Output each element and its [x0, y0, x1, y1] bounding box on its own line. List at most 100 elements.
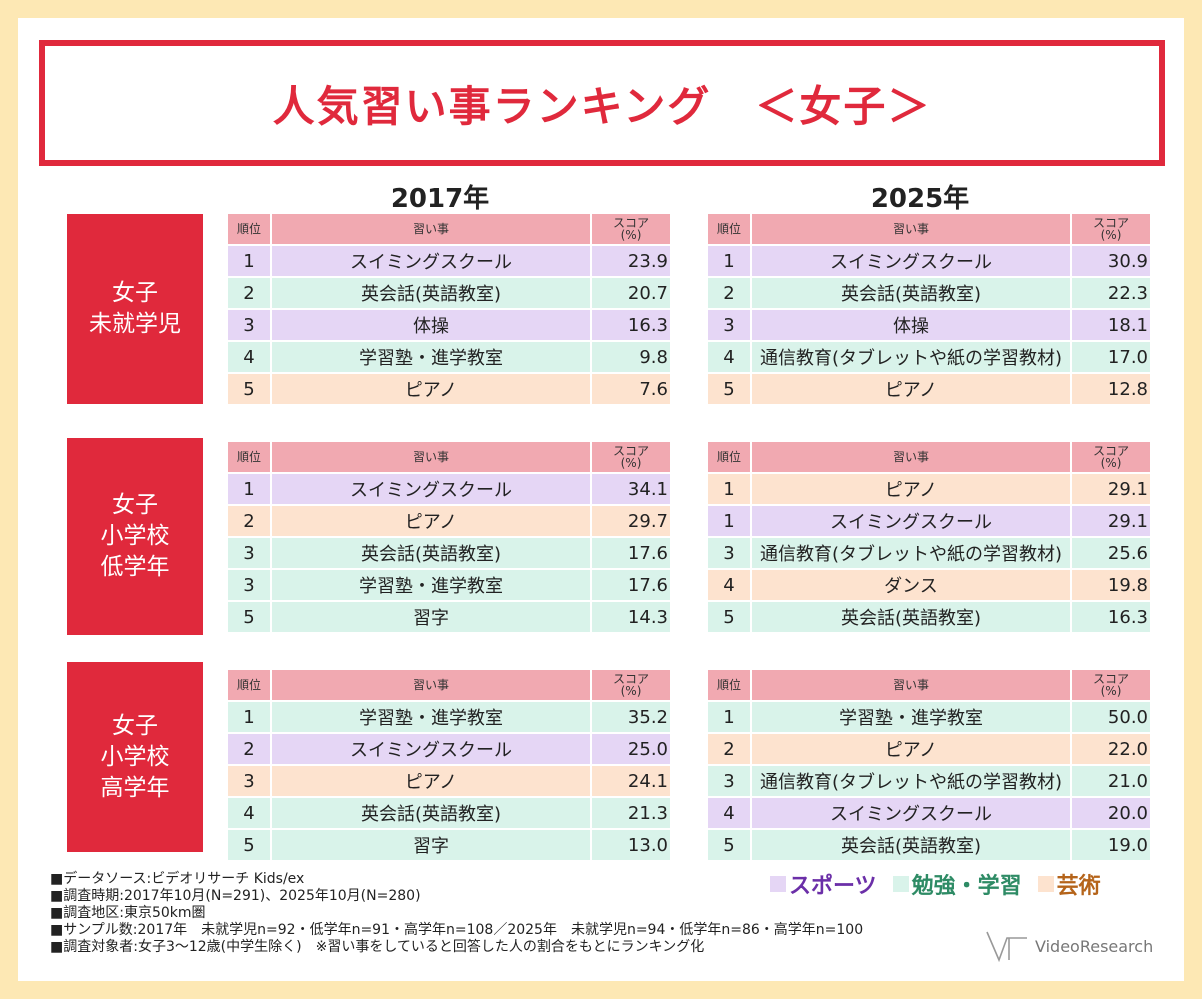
header-name: 習い事 [272, 214, 592, 246]
score-cell: 18.1 [1072, 310, 1152, 342]
score-cell: 21.0 [1072, 766, 1152, 798]
header-score: スコア (%) [592, 214, 672, 246]
rank-cell: 3 [708, 310, 752, 342]
rank-cell: 1 [708, 702, 752, 734]
activity-cell: 習字 [272, 830, 592, 862]
score-cell: 23.9 [592, 246, 672, 278]
score-cell: 19.0 [1072, 830, 1152, 862]
table-header-row: 順位 習い事 スコア (%) [708, 214, 1152, 246]
note-line: ■調査対象者:女子3～12歳(中学生除く) ※習い事をしていると回答した人の割合… [50, 939, 705, 955]
table-header-row: 順位 習い事 スコア (%) [228, 214, 672, 246]
rank-cell: 1 [708, 474, 752, 506]
table-row: 5 ピアノ 7.6 [228, 374, 672, 406]
table-row: 4 英会話(英語教室) 21.3 [228, 798, 672, 830]
rank-cell: 2 [708, 278, 752, 310]
score-cell: 17.6 [592, 570, 672, 602]
ranking-table-y2017: 順位 習い事 スコア (%) 1 学習塾・進学教室 35.2 2 スイミングスクール 25.0 3 ピ… [228, 670, 672, 862]
rank-cell: 5 [228, 374, 272, 406]
header-score-label: スコア [1092, 216, 1129, 230]
activity-cell: ピアノ [272, 374, 592, 406]
header-score-unit: (%) [1100, 456, 1122, 470]
group-label: 女子 小学校 低学年 [67, 438, 203, 635]
score-cell: 29.1 [1072, 506, 1152, 538]
activity-cell: 学習塾・進学教室 [272, 570, 592, 602]
activity-cell: スイミングスクール [272, 246, 592, 278]
group-label-line: 未就学児 [89, 311, 181, 337]
legend-label-sports: スポーツ [789, 874, 877, 899]
table-row: 5 習字 14.3 [228, 602, 672, 634]
table-row: 3 体操 18.1 [708, 310, 1152, 342]
legend-swatch-study [892, 876, 909, 892]
rank-cell: 3 [228, 570, 272, 602]
header-score: スコア (%) [1072, 442, 1152, 474]
header-name: 習い事 [272, 670, 592, 702]
score-cell: 29.7 [592, 506, 672, 538]
table-header-row: 順位 習い事 スコア (%) [228, 442, 672, 474]
activity-cell: スイミングスクール [752, 246, 1072, 278]
header-score-unit: (%) [1100, 228, 1122, 242]
activity-cell: スイミングスクール [752, 506, 1072, 538]
note-line: ■データソース:ビデオリサーチ Kids/ex [50, 871, 305, 887]
ranking-table-y2017: 順位 習い事 スコア (%) 1 スイミングスクール 34.1 2 ピアノ 29.7 3 英会話(英語… [228, 442, 672, 634]
table-row: 1 学習塾・進学教室 50.0 [708, 702, 1152, 734]
logo-mark-icon [986, 931, 1027, 962]
table-row: 4 通信教育(タブレットや紙の学習教材) 17.0 [708, 342, 1152, 374]
table-row: 3 ピアノ 24.1 [228, 766, 672, 798]
activity-cell: 通信教育(タブレットや紙の学習教材) [752, 766, 1072, 798]
title-box: 人気習い事ランキング ＜女子＞ [39, 40, 1165, 166]
score-cell: 20.0 [1072, 798, 1152, 830]
table-row: 2 ピアノ 29.7 [228, 506, 672, 538]
activity-cell: 通信教育(タブレットや紙の学習教材) [752, 342, 1072, 374]
header-score-label: スコア [612, 672, 649, 686]
header-score: スコア (%) [1072, 214, 1152, 246]
score-cell: 14.3 [592, 602, 672, 634]
group-label-line: 低学年 [100, 554, 170, 580]
rank-cell: 5 [708, 602, 752, 634]
score-cell: 16.3 [592, 310, 672, 342]
score-cell: 29.1 [1072, 474, 1152, 506]
table-row: 3 通信教育(タブレットや紙の学習教材) 21.0 [708, 766, 1152, 798]
legend-swatch-arts [1037, 876, 1054, 892]
table-row: 1 スイミングスクール 30.9 [708, 246, 1152, 278]
rank-cell: 3 [708, 538, 752, 570]
rank-cell: 2 [708, 734, 752, 766]
score-cell: 20.7 [592, 278, 672, 310]
score-cell: 13.0 [592, 830, 672, 862]
activity-cell: 英会話(英語教室) [272, 538, 592, 570]
table-row: 4 スイミングスクール 20.0 [708, 798, 1152, 830]
activity-cell: 英会話(英語教室) [272, 278, 592, 310]
video-research-logo: VideoResearch [985, 930, 1153, 962]
header-score: スコア (%) [592, 670, 672, 702]
activity-cell: ピアノ [272, 506, 592, 538]
note-line: ■調査時期:2017年10月(N=291)、2025年10月(N=280) [50, 888, 421, 904]
category-legend: スポーツ 勉強・学習 芸術 [770, 868, 1101, 900]
activity-cell: 英会話(英語教室) [272, 798, 592, 830]
legend-swatch-sports [770, 876, 786, 892]
legend-item-study: 勉強・学習 [892, 868, 1022, 900]
score-cell: 22.0 [1072, 734, 1152, 766]
score-cell: 30.9 [1072, 246, 1152, 278]
header-rank: 順位 [228, 442, 272, 474]
table-row: 2 英会話(英語教室) 22.3 [708, 278, 1152, 310]
rank-cell: 2 [228, 506, 272, 538]
header-score-unit: (%) [1100, 684, 1122, 698]
header-score: スコア (%) [592, 442, 672, 474]
table-header-row: 順位 習い事 スコア (%) [708, 670, 1152, 702]
year-heading-2025: 2025年 [870, 184, 970, 214]
content-panel [18, 18, 1184, 981]
table-row: 2 スイミングスクール 25.0 [228, 734, 672, 766]
header-name: 習い事 [752, 214, 1072, 246]
table-row: 1 スイミングスクール 29.1 [708, 506, 1152, 538]
logo-text: VideoResearch [1035, 936, 1154, 956]
rank-cell: 4 [708, 342, 752, 374]
score-cell: 16.3 [1072, 602, 1152, 634]
activity-cell: ピアノ [752, 374, 1072, 406]
notes: ■データソース:ビデオリサーチ Kids/ex ■調査時期:2017年10月(N… [50, 871, 863, 956]
score-cell: 9.8 [592, 342, 672, 374]
score-cell: 19.8 [1072, 570, 1152, 602]
score-cell: 7.6 [592, 374, 672, 406]
legend-item-arts: 芸術 [1037, 868, 1101, 900]
table-header-row: 順位 習い事 スコア (%) [228, 670, 672, 702]
rank-cell: 2 [228, 734, 272, 766]
score-cell: 17.0 [1072, 342, 1152, 374]
